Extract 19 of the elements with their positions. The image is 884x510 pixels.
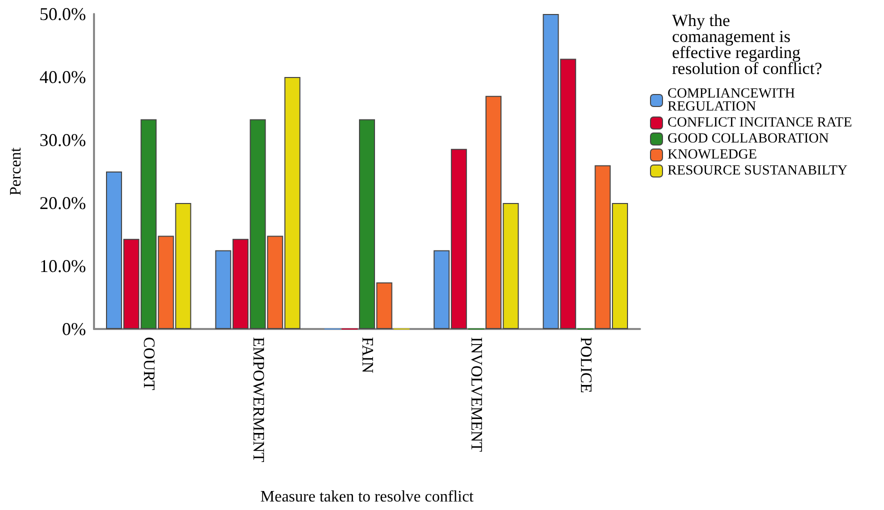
x-tick-label: EMPOWERMENT [249, 337, 266, 463]
x-tick-label: FAIN [358, 337, 376, 374]
legend-label: KNOWLEDGE [668, 148, 757, 162]
legend-label: GOOD COLLABORATION [668, 132, 829, 146]
x-tick-label: INVOLVEMENT [468, 337, 485, 452]
legend-label: CONFLICT INCITANCE RATE [668, 116, 852, 130]
y-tick-label: 30.0% [40, 130, 86, 150]
x-tick-label: POLICE [576, 337, 594, 393]
y-tick-label: 50.0% [40, 4, 86, 24]
y-tick-label: 10.0% [40, 256, 86, 276]
legend-label: RESOURCE SUSTANABILTY [668, 164, 848, 178]
y-tick-label: 40.0% [40, 67, 86, 87]
legend-label: COMPLIANCEWITH REGULATION [668, 86, 796, 114]
y-tick-label: 20.0% [40, 193, 86, 213]
y-axis-title: Percent [8, 146, 24, 196]
legend-title: Why the comanagement is effective regarding resolution of conflict? [672, 11, 822, 78]
y-tick-label: 0% [62, 319, 86, 339]
x-tick-label: COURT [140, 337, 158, 390]
x-axis-title: Measure taken to resolve conflict [260, 488, 474, 506]
